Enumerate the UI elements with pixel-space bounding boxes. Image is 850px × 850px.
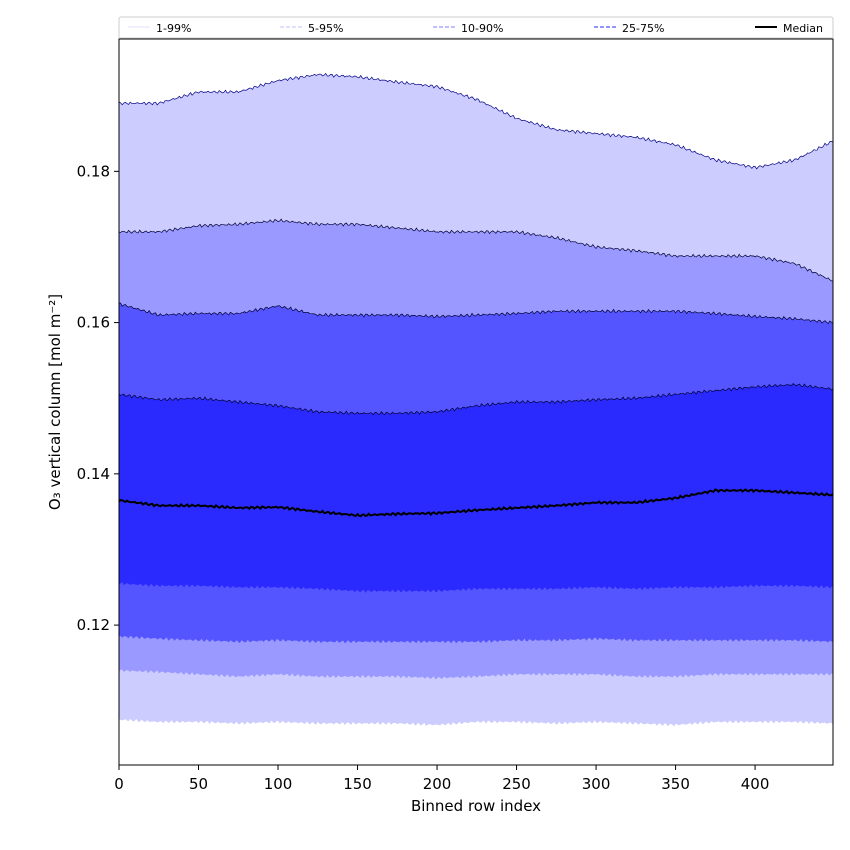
y-tick-label: 0.14	[77, 465, 110, 483]
legend-box	[118, 16, 834, 39]
x-axis-label: Binned row index	[411, 797, 541, 815]
x-tick-label: 300	[582, 775, 611, 793]
median-series	[118, 488, 834, 518]
x-tick-label: 50	[189, 775, 208, 793]
legend-label: 10-90%	[461, 22, 503, 35]
legend-label: 25-75%	[622, 22, 664, 35]
band-interquartile-inner	[119, 383, 833, 593]
x-tick-label: 250	[502, 775, 531, 793]
legend: 1-99% 5-95% 10-90% 25-75% Median	[118, 16, 834, 39]
x-tick-label: 100	[264, 775, 293, 793]
y-tick-label: 0.18	[77, 162, 110, 180]
x-tick-label: 150	[343, 775, 372, 793]
plot-frame	[118, 38, 834, 766]
y-axis-label: O₃ vertical column [mol m⁻²]	[46, 294, 64, 510]
y-axis: 0.12 0.14 0.16 0.18	[77, 162, 119, 634]
y-tick-label: 0.16	[77, 314, 110, 332]
x-tick-label: 400	[741, 775, 770, 793]
legend-label: 1-99%	[156, 22, 191, 35]
x-axis: 0 50 100 150 200 250 300 350 400	[114, 765, 769, 793]
percentile-bands	[118, 72, 834, 727]
series-line-median	[118, 488, 834, 518]
y-tick-label: 0.12	[77, 616, 110, 634]
band-upper-edge-25-75%	[118, 302, 834, 325]
legend-label: Median	[783, 22, 823, 35]
band-upper-edge-10-90%	[118, 218, 834, 282]
x-tick-label: 350	[661, 775, 690, 793]
band-upper-edge-interquartile-inner	[118, 383, 834, 416]
legend-label: 5-95%	[308, 22, 343, 35]
band-upper-edge-5-95%	[118, 72, 834, 170]
x-tick-label: 200	[423, 775, 452, 793]
x-tick-label: 0	[114, 775, 124, 793]
